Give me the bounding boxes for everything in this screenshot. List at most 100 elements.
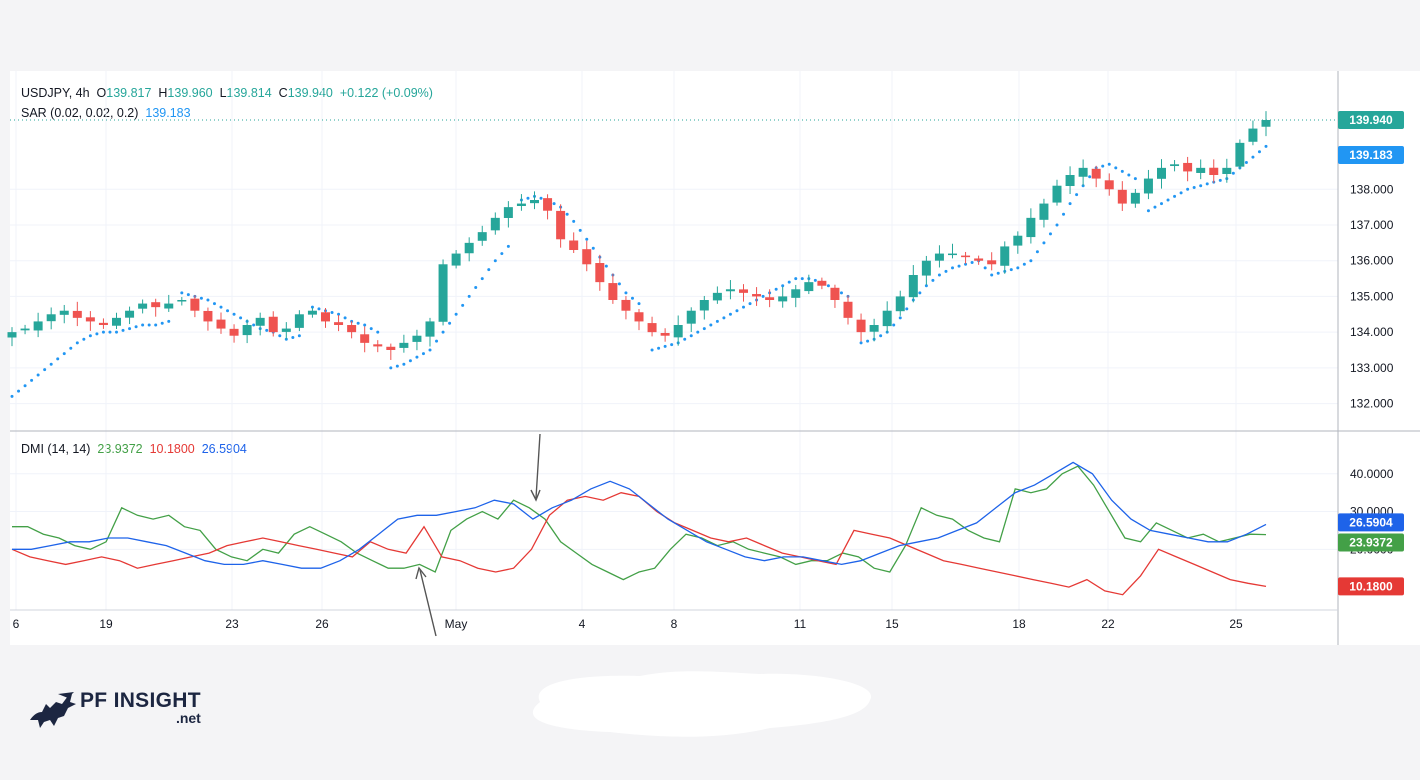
- sar-dot: [421, 352, 425, 356]
- sar-dot: [839, 291, 843, 295]
- price-axis: 132.000 133.000 134.000 135.000 136.000 137.0…: [1350, 182, 1394, 410]
- candle-body: [699, 300, 709, 311]
- sar-dot: [454, 312, 458, 316]
- sar-dot: [624, 291, 628, 295]
- sar-dot: [1244, 161, 1248, 164]
- sar-dot: [134, 325, 138, 329]
- sar-dot: [552, 202, 556, 206]
- sar-dot: [337, 312, 341, 316]
- candle-body: [673, 325, 683, 338]
- sar-dot: [461, 303, 465, 307]
- open-value: 139.817: [106, 86, 152, 100]
- candle-body: [360, 334, 370, 343]
- sar-dot: [1029, 259, 1033, 263]
- sar-dot: [918, 291, 922, 295]
- sar-dot: [62, 352, 66, 356]
- sar-dot: [578, 228, 582, 232]
- sar-dot: [115, 330, 118, 334]
- sar-dot: [141, 323, 145, 327]
- sar-dot: [748, 302, 752, 306]
- sar-dot: [232, 312, 236, 316]
- adx-badge: [1338, 513, 1404, 532]
- sar-dot: [683, 337, 687, 341]
- sar-dot: [715, 319, 719, 323]
- sar-dot: [735, 309, 739, 313]
- sar-dot: [1055, 223, 1059, 227]
- price-tick-label: 138.000: [1350, 182, 1394, 196]
- sar-dot: [526, 196, 530, 200]
- sar-dot: [696, 330, 700, 334]
- sar-dot: [591, 246, 595, 250]
- price-tick-label: 132.000: [1350, 397, 1394, 411]
- candle-body: [85, 317, 95, 322]
- sar-dot: [167, 319, 171, 323]
- candle-body: [294, 314, 304, 328]
- sar-dot: [278, 334, 282, 338]
- sar-dot: [180, 291, 184, 295]
- sar-dot: [1042, 241, 1046, 245]
- symbol-label[interactable]: USDJPY, 4h: [21, 86, 90, 100]
- candle-body: [229, 328, 239, 336]
- plus-di-badge: [1338, 533, 1404, 552]
- sar-dot: [1133, 177, 1137, 181]
- candle-body: [530, 200, 539, 204]
- sar-dot: [467, 294, 471, 298]
- sar-dot: [709, 323, 713, 327]
- time-tick-label: 26: [315, 617, 329, 631]
- close-label: C: [278, 86, 288, 100]
- axes: [10, 71, 1420, 645]
- time-tick-label: 22: [1101, 617, 1115, 631]
- candle-body: [882, 310, 892, 327]
- sar-dot: [389, 366, 393, 370]
- sar-dot: [43, 368, 47, 372]
- candle-body: [1209, 167, 1219, 175]
- sar-dot: [415, 355, 419, 359]
- sar-dot: [121, 328, 125, 332]
- sar-dot: [650, 348, 654, 352]
- sar-dot: [1186, 187, 1190, 191]
- sar-dot: [356, 321, 360, 325]
- change-value: +0.122 (+0.09%): [339, 86, 433, 100]
- sar-dot: [402, 362, 406, 366]
- sar-dot: [408, 359, 412, 363]
- sar-dot: [813, 278, 817, 282]
- sar-dot: [572, 219, 576, 223]
- adx-value: 26.5904: [201, 442, 247, 456]
- candle-body: [1261, 120, 1271, 127]
- sar-dot: [800, 277, 804, 281]
- candle-body: [268, 316, 278, 333]
- candle-body: [647, 323, 657, 333]
- sar-dot: [931, 278, 935, 282]
- sar-dot: [226, 309, 230, 313]
- sar-dot: [1035, 250, 1039, 254]
- sar-dot: [1107, 162, 1111, 166]
- candle-body: [1117, 189, 1127, 204]
- candle-body: [72, 310, 82, 318]
- sar-dot: [1146, 209, 1150, 213]
- sar-label[interactable]: SAR (0.02, 0.02, 0.2): [21, 106, 139, 120]
- high-label: H: [158, 86, 168, 100]
- candle-body: [869, 325, 879, 332]
- sar-dot: [199, 296, 203, 300]
- sar-dot: [866, 339, 870, 343]
- candle-body: [412, 335, 422, 342]
- plus-di-badge-label: 23.9372: [1349, 535, 1393, 549]
- sar-dot: [108, 330, 112, 334]
- candle-body: [1130, 192, 1140, 204]
- sar-dot: [565, 212, 569, 216]
- candle-body: [255, 317, 265, 326]
- candle-body: [686, 310, 696, 324]
- sar-dot: [95, 332, 99, 336]
- candle-body: [739, 289, 748, 293]
- dmi-label[interactable]: DMI (14, 14): [21, 442, 91, 456]
- candle-body: [1091, 168, 1101, 179]
- candle-body: [791, 289, 801, 298]
- sar-dot: [186, 293, 190, 297]
- last-price-badge: [1338, 111, 1404, 129]
- sar-dot: [892, 323, 896, 327]
- candle-body: [974, 258, 984, 261]
- candle-body: [20, 328, 30, 331]
- time-tick-label: 4: [579, 617, 586, 631]
- candle-body: [856, 319, 866, 333]
